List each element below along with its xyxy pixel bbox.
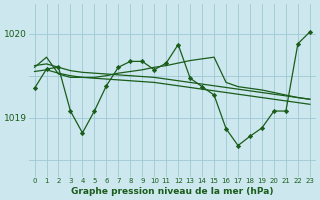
X-axis label: Graphe pression niveau de la mer (hPa): Graphe pression niveau de la mer (hPa) <box>71 187 274 196</box>
